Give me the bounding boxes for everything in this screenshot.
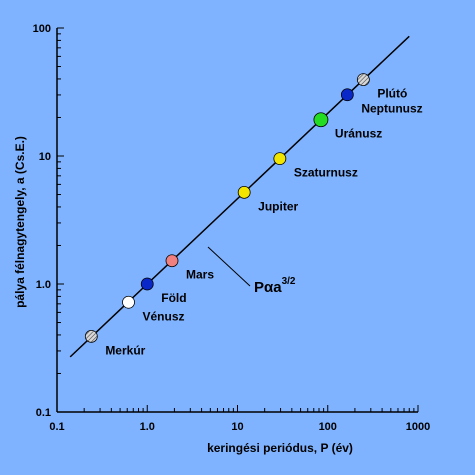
planet-points <box>84 73 370 343</box>
y-tick-label: 1.0 <box>36 279 51 291</box>
planet-label: Föld <box>161 291 186 305</box>
y-axis-title: pálya félnagytengely, a (Cs.E.) <box>13 136 27 308</box>
x-tick-label: 0.1 <box>49 421 64 433</box>
x-axis-title: keringési periódus, P (év) <box>207 441 353 455</box>
y-tick-label: 0.1 <box>36 407 51 419</box>
x-tick-label: 100 <box>319 421 337 433</box>
planet-point <box>84 329 98 343</box>
x-tick-label: 10 <box>231 421 243 433</box>
planet-point <box>340 88 354 102</box>
planet-label: Merkúr <box>105 343 145 357</box>
formula-label: Pαa3/2 <box>254 276 296 296</box>
planet-label: Plútó <box>377 87 407 101</box>
formula-leader <box>207 246 251 287</box>
formula-base: Pαa <box>254 279 282 296</box>
planet-point <box>273 152 287 166</box>
y-axis-ticks: 0.1 1.0 10 100 <box>33 23 64 419</box>
formula-exponent: 3/2 <box>282 276 296 287</box>
planet-point <box>122 295 135 309</box>
planet-label: Jupiter <box>258 199 298 213</box>
planet-point <box>313 112 329 128</box>
planet-label: Vénusz <box>143 309 185 323</box>
planet-point <box>165 254 179 268</box>
x-tick-label: 1.0 <box>140 421 155 433</box>
x-tick-label: 1000 <box>406 421 430 433</box>
y-tick-label: 10 <box>39 151 51 163</box>
planet-label: Neptunusz <box>361 102 422 116</box>
planet-label: Uránusz <box>335 127 382 141</box>
planet-point <box>356 73 370 87</box>
x-axis-ticks: 0.1 1.0 10 100 1000 <box>49 405 430 433</box>
planet-label: Szaturnusz <box>294 166 358 180</box>
planet-label: Mars <box>186 268 214 282</box>
planet-point <box>140 277 154 291</box>
planet-point <box>237 185 251 199</box>
y-tick-label: 100 <box>33 23 51 35</box>
